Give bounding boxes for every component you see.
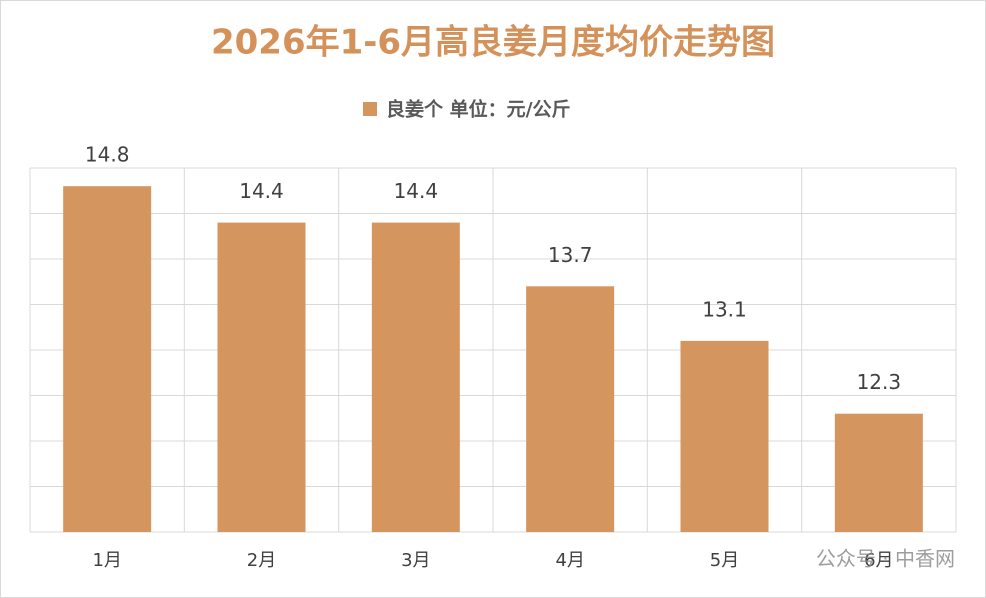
legend-label: 良姜个 单位：元/公斤	[386, 98, 571, 121]
value-label: 14.4	[394, 179, 439, 203]
legend-swatch	[363, 102, 377, 116]
x-tick-label: 1月	[92, 550, 121, 571]
value-label: 14.8	[85, 143, 130, 167]
x-tick-label: 4月	[555, 550, 584, 571]
x-tick-label: 6月	[864, 550, 893, 571]
x-tick-label: 2月	[247, 550, 276, 571]
bar	[526, 286, 615, 532]
x-tick-label: 3月	[401, 550, 430, 571]
bar	[63, 186, 152, 532]
value-label: 14.4	[239, 179, 284, 203]
value-label: 13.1	[702, 297, 747, 321]
watermark: 公众号 · 中香网	[816, 547, 955, 571]
bar	[371, 222, 460, 532]
bar	[680, 340, 769, 532]
value-label: 12.3	[857, 370, 902, 394]
chart-title: 2026年1-6月高良姜月度均价走势图	[211, 23, 775, 63]
bar	[834, 413, 923, 532]
bar	[217, 222, 306, 532]
x-tick-label: 5月	[710, 550, 739, 571]
value-label: 13.7	[548, 243, 593, 267]
